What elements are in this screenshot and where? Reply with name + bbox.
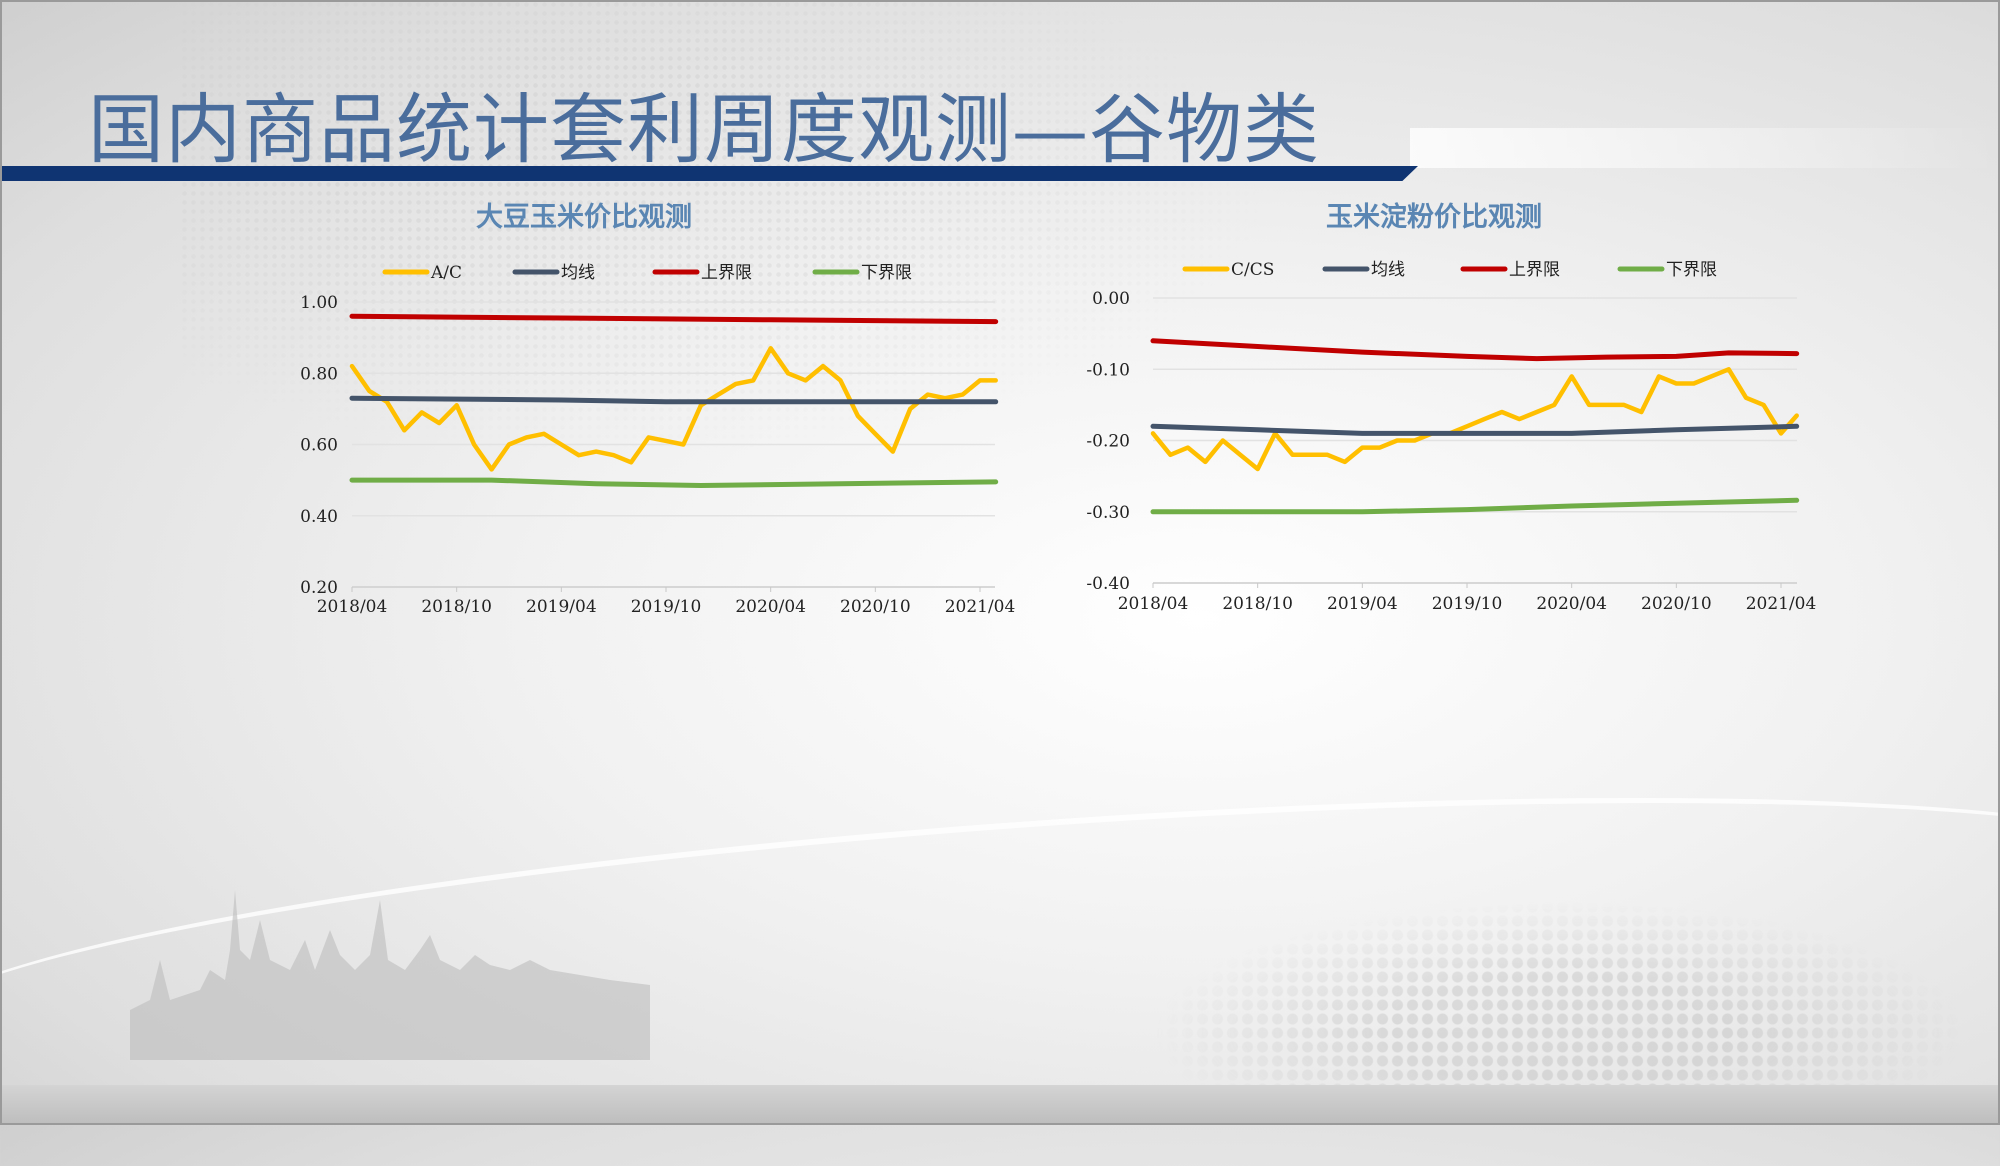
- chart-1: 0.20 0.40 0.60 0.80 1.00 2018/04 2018/10 2019/0…: [300, 263, 1015, 617]
- y-tick-label: 0.40: [300, 507, 338, 527]
- series-line-lower: [1150, 497, 1800, 515]
- x-tick-label: 2018/10: [421, 597, 492, 617]
- chart-title-soybean-corn: 大豆玉米价比观测: [476, 202, 692, 233]
- legend-label: 上界限: [701, 263, 752, 283]
- bottom-band: [0, 1085, 2000, 1125]
- x-tick-label: 2019/04: [1327, 594, 1398, 614]
- legend-label: 下界限: [1666, 260, 1717, 280]
- y-tick-label: 1.00: [300, 293, 338, 313]
- charts-layer: 0.20 0.40 0.60 0.80 1.00 2018/04 2018/10 2019/0…: [300, 260, 1816, 617]
- hexagon-dots-background: [1150, 900, 1970, 1120]
- chart-2: -0.40 -0.30 -0.20 -0.10 0.00 2018/04 2018/10 20…: [1086, 260, 1816, 614]
- x-tick-label: 2018/10: [1222, 594, 1293, 614]
- x-tick-label: 2021/04: [1746, 594, 1817, 614]
- y-tick-label: 0.00: [1092, 289, 1130, 309]
- legend-label: 上界限: [1509, 260, 1560, 280]
- x-tick-label: 2020/04: [735, 597, 806, 617]
- city-skyline-decoration: [130, 890, 650, 1060]
- chart-title-corn-starch: 玉米淀粉价比观测: [1326, 202, 1542, 233]
- legend-label: 均线: [1371, 260, 1405, 280]
- y-tick-label: -0.20: [1086, 432, 1130, 452]
- y-tick-label: -0.10: [1086, 360, 1130, 380]
- x-tick-label: 2018/04: [317, 597, 388, 617]
- series-line-mean: [1150, 423, 1800, 436]
- title-underline-bar: [0, 166, 1418, 181]
- y-tick-label: -0.40: [1086, 574, 1130, 594]
- series-line-lower: [349, 477, 999, 488]
- x-tick-label: 2020/04: [1536, 594, 1607, 614]
- page-title: 国内商品统计套利周度观测—谷物类: [88, 85, 1320, 174]
- y-tick-label: 0.60: [300, 436, 338, 456]
- series-line-ratio: [1150, 367, 1799, 472]
- y-tick-label: 0.80: [300, 364, 338, 384]
- x-tick-label: 2018/04: [1118, 594, 1189, 614]
- x-tick-label: 2021/04: [945, 597, 1016, 617]
- x-tick-label: 2020/10: [840, 597, 911, 617]
- legend-label: 均线: [561, 263, 595, 283]
- legend-label: 下界限: [861, 263, 912, 283]
- x-tick-label: 2019/10: [1432, 594, 1503, 614]
- legend-label: A/C: [430, 263, 462, 283]
- x-tick-label: 2020/10: [1641, 594, 1712, 614]
- x-tick-label: 2019/04: [526, 597, 597, 617]
- legend-label: C/CS: [1231, 260, 1274, 280]
- series-line-mean: [349, 395, 999, 405]
- series-line-ratio: [349, 346, 998, 472]
- y-tick-label: -0.30: [1086, 503, 1130, 523]
- series-line-upper: [349, 313, 999, 325]
- x-tick-label: 2019/10: [631, 597, 702, 617]
- series-line-upper: [1150, 338, 1800, 362]
- title-bar-highlight: [1410, 128, 2000, 168]
- y-tick-label: 0.20: [300, 578, 338, 598]
